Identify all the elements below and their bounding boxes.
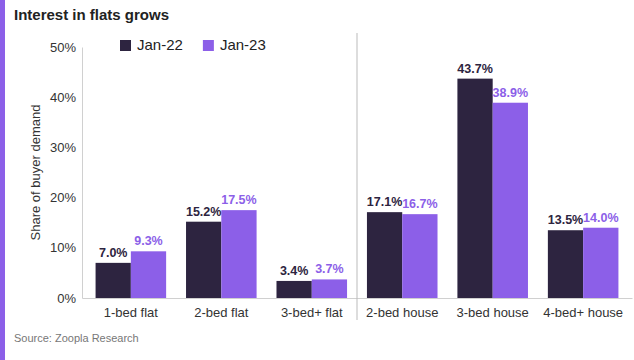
bar (583, 228, 618, 298)
bar (312, 279, 347, 298)
legend-swatch (203, 40, 214, 51)
y-tick-label: 10% (50, 240, 76, 255)
x-tick: 1-bed flat (104, 298, 159, 320)
legend-swatch (120, 40, 131, 51)
data-label: 43.7% (457, 62, 492, 76)
x-tick-label: 1-bed flat (104, 305, 159, 320)
data-label: 14.0% (583, 211, 618, 225)
y-tick: 40% (50, 90, 82, 105)
legend-item: Jan-23 (203, 36, 266, 53)
bar (96, 263, 131, 298)
legend-item: Jan-22 (120, 36, 183, 53)
y-tick-label: 0% (57, 291, 76, 306)
y-tick-label: 40% (50, 90, 76, 105)
y-tick: 30% (50, 140, 82, 155)
bar (402, 214, 437, 298)
data-labels: 7.0% 15.2% 3.4% 17.1% 43.7% 13.5% 9.3% 17.5% 3.7… (99, 62, 619, 278)
x-tick-label: 3-bed house (457, 305, 529, 320)
x-tick-label: 3-bed+ flat (281, 305, 343, 320)
y-axis: 0% 10% 20% 30% 40% 50% (50, 40, 83, 306)
chart: Interest in flats grows 0% 10% 20% 30% 40% 50%… (0, 0, 634, 360)
data-label: 7.0% (99, 246, 128, 260)
title: Interest in flats grows (14, 6, 169, 23)
data-label: 16.7% (402, 197, 437, 211)
y-tick: 10% (50, 240, 82, 255)
x-tick-label: 2-bed house (366, 305, 438, 320)
legend-label: Jan-23 (220, 36, 266, 53)
legend: Jan-22 Jan-23 (120, 36, 266, 53)
data-label: 9.3% (134, 234, 163, 248)
y-axis-title: Share of buyer demand (28, 105, 43, 241)
data-label: 15.2% (186, 205, 221, 219)
y-tick-label: 50% (50, 40, 76, 55)
bar (186, 222, 221, 298)
accent-stripe (0, 0, 5, 360)
y-tick-label: 20% (50, 190, 76, 205)
y-tick: 20% (50, 190, 82, 205)
y-axis-line (82, 48, 83, 299)
data-label: 17.5% (221, 193, 256, 207)
x-tick: 3-bed+ flat (281, 298, 343, 320)
data-label: 13.5% (548, 213, 583, 227)
x-tick-label: 2-bed flat (194, 305, 249, 320)
data-label: 17.1% (367, 195, 402, 209)
data-label: 38.9% (493, 86, 528, 100)
divider (357, 33, 358, 320)
source: Source: Zoopla Research (14, 332, 139, 344)
x-tick: 2-bed house (366, 298, 438, 320)
bar (131, 251, 166, 298)
y-tick-label: 30% (50, 140, 76, 155)
bar (221, 210, 256, 298)
y-tick: 50% (50, 40, 82, 55)
bar (367, 212, 402, 298)
bar (548, 230, 583, 298)
x-tick: 2-bed flat (194, 298, 249, 320)
legend-label: Jan-22 (137, 36, 183, 53)
bar (493, 103, 528, 298)
y-tick: 0% (57, 291, 82, 306)
bar (457, 79, 492, 298)
x-tick: 3-bed house (457, 298, 529, 320)
data-label: 3.4% (280, 264, 309, 278)
bars (96, 79, 619, 298)
x-tick: 4-bed+ house (543, 298, 623, 320)
x-tick-label: 4-bed+ house (543, 305, 623, 320)
data-label: 3.7% (315, 262, 344, 276)
bar (276, 281, 311, 298)
